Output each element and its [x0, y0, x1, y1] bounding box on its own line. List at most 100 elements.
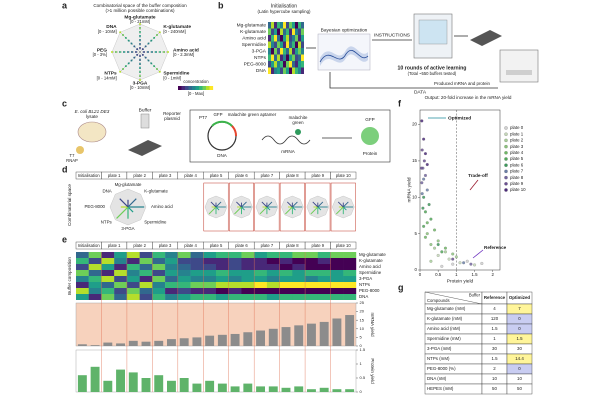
heat-cell [114, 252, 128, 258]
heat-cell [177, 288, 191, 294]
glyph-spoke [241, 201, 247, 208]
heat-cell [114, 288, 128, 294]
plate-label: plate 3 [159, 243, 172, 248]
point [436, 243, 440, 247]
heat-cell [241, 252, 255, 258]
bar [167, 380, 176, 392]
heat-cell [126, 294, 140, 300]
bar [268, 328, 278, 346]
cell-text: 120 [491, 316, 499, 321]
heat-cell [203, 282, 217, 288]
heat-cell [279, 258, 293, 264]
axis-range: [0 - 14mM] [97, 75, 117, 80]
c-box [189, 109, 391, 163]
mg-dye [295, 129, 301, 135]
cell-text: 14.4 [515, 356, 524, 361]
cell [506, 383, 533, 395]
point [420, 192, 424, 196]
glyph-spoke [266, 201, 273, 208]
bar [179, 338, 189, 346]
heat-cell [76, 276, 89, 282]
heat-cell [280, 35, 283, 42]
heat-cell [139, 258, 153, 264]
heat-cell [228, 282, 242, 288]
point [465, 259, 469, 263]
tick-label: 15 [360, 317, 365, 322]
gfp2-label: GFP [365, 117, 374, 122]
glyph-spoke [119, 198, 129, 208]
heat-cell [268, 22, 271, 29]
radar-spoke [120, 32, 141, 53]
point [425, 163, 429, 167]
heat-cell [254, 264, 268, 270]
heat-cell [274, 28, 277, 35]
heat-cell [292, 41, 295, 48]
plate-label: plate 1 [108, 173, 121, 178]
glyph-spoke [292, 206, 296, 211]
heat-cell [271, 35, 274, 42]
tick-label: 1.5 [360, 347, 366, 352]
row-label: PEG-8000 [244, 61, 267, 67]
plate-label: plate 7 [261, 173, 274, 178]
heat-cell [228, 288, 242, 294]
point [436, 253, 440, 257]
heat-cell [268, 54, 271, 61]
bar [217, 334, 227, 346]
glyph-spoke [261, 201, 268, 208]
heat-cell [292, 28, 295, 35]
heat-cell [286, 28, 289, 35]
point [429, 259, 433, 263]
plate-label: plate 10 [336, 173, 352, 178]
radar-dot [111, 51, 113, 53]
instructions: INSTRUCTIONS [374, 32, 410, 38]
heat-cell [301, 28, 304, 35]
heat-cell [295, 61, 298, 68]
heat-cell [241, 276, 255, 282]
heat-cell [190, 282, 204, 288]
bo-curve [319, 49, 369, 63]
bar [294, 325, 304, 346]
lysate-label: E. coli BL21 DE3 [75, 109, 110, 114]
cell-text: 4 [493, 306, 496, 311]
spoke-label: Mg-glutamate [115, 182, 142, 187]
bar [217, 383, 227, 392]
heat-cell [286, 41, 289, 48]
plate-label: plate 7 [261, 243, 274, 248]
header: Optimized [509, 295, 531, 300]
legend-label: plate 1 [510, 131, 524, 136]
point [423, 173, 427, 177]
cell-text: NTPs (mM) [427, 356, 450, 361]
heat-cell [305, 264, 319, 270]
heat-cell [101, 288, 115, 294]
heat-cell [292, 270, 306, 276]
heat-cell [292, 22, 295, 29]
heat-cell [88, 282, 102, 288]
heat-cell [139, 270, 153, 276]
axis-range: [0 - 10nM] [98, 29, 117, 34]
heat-cell [274, 61, 277, 68]
row-label: Amino acid [359, 264, 381, 269]
rnap [76, 146, 84, 154]
heat-cell [177, 276, 191, 282]
heat-cell [292, 35, 295, 42]
heat-cell [280, 54, 283, 61]
cell-text: DNA (nM) [427, 376, 447, 381]
radar-spoke [139, 32, 160, 53]
panel-label: e [62, 234, 67, 244]
gfp-label: GFP [213, 112, 222, 117]
spoke-label: PEG-8000 [84, 204, 105, 209]
point [420, 181, 424, 185]
heat-cell [301, 61, 304, 68]
axis-range: [0 - 21mM] [130, 19, 150, 24]
tick-label: 20 [412, 122, 417, 127]
point [423, 152, 427, 156]
glyph-spoke [286, 201, 293, 208]
heat-cell [274, 54, 277, 61]
heat-cell [271, 61, 274, 68]
heat-cell [165, 258, 179, 264]
glyph-spoke [210, 201, 217, 208]
point [425, 188, 429, 192]
tick-label: 1.5 [471, 272, 478, 277]
glyph-spoke [310, 206, 319, 215]
plate-label: plate 4 [184, 243, 197, 248]
